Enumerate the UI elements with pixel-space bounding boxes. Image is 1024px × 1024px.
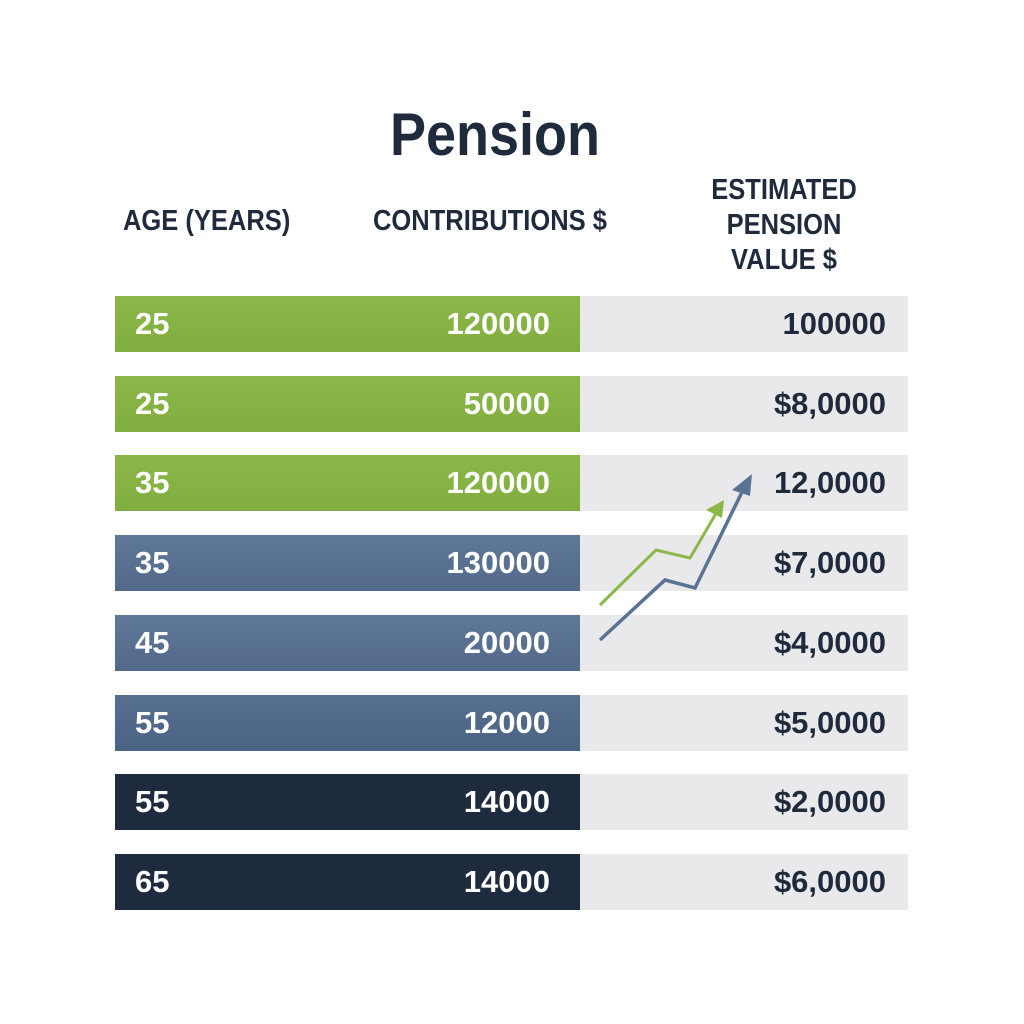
- row-background: $5,0000: [580, 694, 908, 751]
- table-row: 55 12000 $5,0000: [115, 694, 908, 751]
- row-background: 100000: [580, 296, 908, 352]
- table-row: 35 130000 $7,0000: [115, 535, 908, 592]
- estimate-cell: $6,0000: [773, 863, 886, 899]
- row-background: $8,0000: [580, 375, 908, 432]
- row-bar: 65 14000: [115, 853, 580, 910]
- contribution-cell: 12000: [463, 704, 550, 740]
- table-row: 25 120000 100000: [115, 296, 908, 352]
- column-header: ESTIMATED PENSION VALUE $: [711, 174, 857, 276]
- row-background: $2,0000: [580, 774, 908, 831]
- row-bar: 55 12000: [115, 694, 580, 751]
- row-bar: 55 14000: [115, 774, 580, 831]
- contribution-cell: 14000: [463, 863, 550, 899]
- contribution-cell: 20000: [463, 624, 550, 660]
- table-row: 65 14000 $6,0000: [115, 853, 908, 910]
- row-bar: 25 120000: [115, 296, 580, 352]
- green-arrow: [598, 509, 720, 607]
- row-background: $4,0000: [580, 614, 908, 671]
- column-header: AGE (YEARS): [123, 205, 291, 237]
- age-cell: 55: [135, 784, 170, 820]
- contribution-cell: 50000: [463, 385, 550, 421]
- row-background: $7,0000: [580, 535, 908, 592]
- estimate-cell: 100000: [782, 306, 886, 341]
- estimate-cell: 12,0000: [773, 465, 886, 501]
- row-bar: 45 20000: [115, 614, 580, 671]
- estimate-cell: $8,0000: [773, 385, 886, 421]
- table-row: 45 20000 $4,0000: [115, 614, 908, 671]
- age-cell: 35: [135, 465, 170, 501]
- row-background: 12,0000: [580, 455, 908, 512]
- contribution-cell: 14000: [463, 784, 550, 820]
- row-background: $6,0000: [580, 853, 908, 910]
- column-header: CONTRIBUTIONS $: [373, 205, 607, 237]
- table-row: 55 14000 $2,0000: [115, 774, 908, 831]
- row-bar: 35 120000: [115, 455, 580, 512]
- table-row: 25 50000 $8,0000: [115, 375, 908, 432]
- age-cell: 55: [135, 704, 170, 740]
- estimate-cell: $2,0000: [773, 784, 886, 820]
- blue-arrow: [598, 487, 746, 642]
- row-bar: 35 130000: [115, 535, 580, 592]
- age-cell: 35: [135, 545, 170, 581]
- estimate-cell: $7,0000: [773, 545, 886, 581]
- arrowhead: [732, 474, 752, 496]
- contribution-cell: 130000: [446, 545, 550, 581]
- estimate-cell: $5,0000: [773, 704, 886, 740]
- row-bar: 25 50000: [115, 375, 580, 432]
- estimate-cell: $4,0000: [773, 624, 886, 660]
- title: Pension: [389, 101, 601, 168]
- contribution-cell: 120000: [446, 306, 550, 341]
- age-cell: 45: [135, 624, 170, 660]
- age-cell: 65: [135, 863, 170, 899]
- age-cell: 25: [135, 385, 170, 421]
- contribution-cell: 120000: [446, 465, 550, 501]
- table-row: 35 120000 12,0000: [115, 455, 908, 512]
- arrowhead: [706, 500, 724, 518]
- age-cell: 25: [135, 306, 170, 341]
